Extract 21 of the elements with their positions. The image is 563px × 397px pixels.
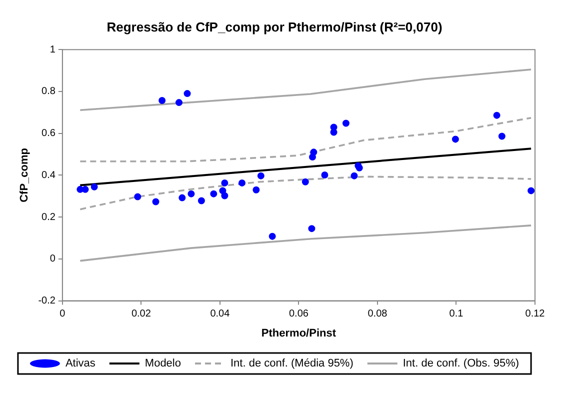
y-tick-label: -0.2 [38,296,56,307]
legend-label: Int. de conf. (Média 95%) [230,358,354,370]
legend-label: Int. de conf. (Obs. 95%) [402,358,520,370]
x-tick-label: 0.1 [449,308,464,320]
y-tick-label: 0.2 [42,212,56,223]
x-tick-label: 0.06 [288,308,309,320]
x-tick-label: 0.08 [368,308,388,320]
x-axis-title: Pthermo/Pinst [261,327,336,340]
x-tick-label: 0.02 [131,308,152,320]
y-tick-label: 0.6 [42,128,56,140]
y-tick-label: 0.4 [42,170,56,181]
chart-title: Regressão de CfP_comp por Pthermo/Pinst (R²=0,070) [106,19,442,34]
x-tick-label: 0.12 [525,308,546,320]
y-tick-label: 1 [50,44,56,56]
x-tick-label: 0 [60,308,66,320]
legend-label: Modelo [144,358,181,370]
y-axis-title: CfP_comp [18,148,31,202]
legend-label: Ativas [65,358,96,370]
y-tick-label: 0 [50,254,56,265]
y-tick-label: 0.8 [42,86,56,98]
x-tick-label: 0.04 [210,308,230,320]
